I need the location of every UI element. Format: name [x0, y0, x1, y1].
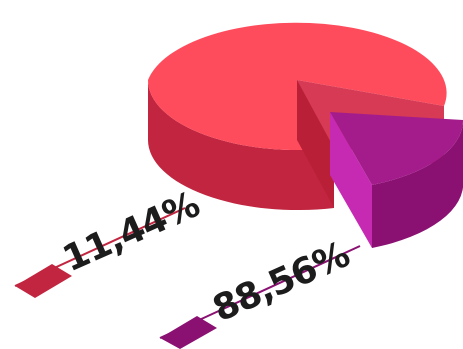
pie-slice-small-top [330, 112, 463, 185]
label-marker-large [15, 264, 72, 298]
pie-slice-small-side [372, 120, 463, 248]
pie-slice-large-side [147, 80, 334, 211]
pie-slice-large-cut-face-front [297, 80, 334, 208]
label-marker-small [160, 316, 217, 349]
pie-slice-small-cut-face [330, 112, 372, 248]
data-label-small-slice: 11,44% [57, 184, 205, 280]
data-label-large-slice: 88,56% [207, 234, 355, 330]
